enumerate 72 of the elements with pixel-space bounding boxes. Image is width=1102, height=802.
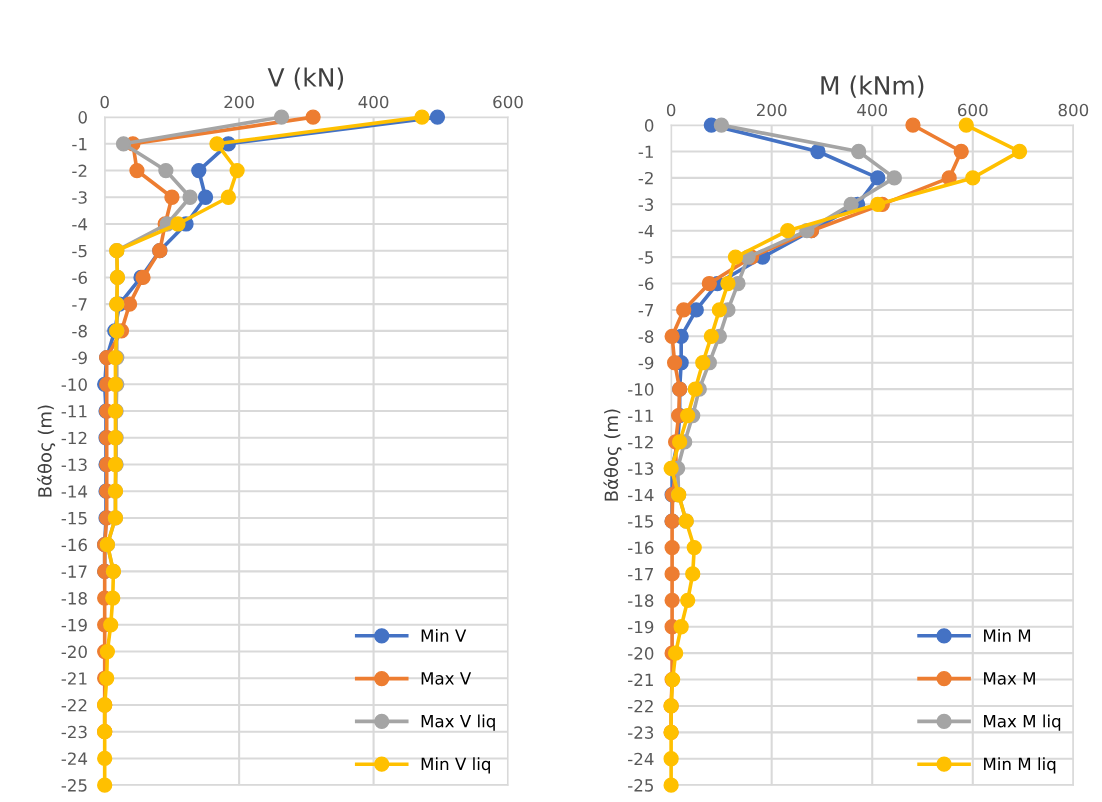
y-tick-label: -16 [628, 541, 654, 555]
y-tick-label: -18 [628, 594, 654, 607]
y-tick-label: -2 [72, 164, 87, 177]
x-tick-label: 600 [493, 95, 523, 109]
y-tick-label: -12 [628, 435, 653, 449]
chart-title: M (kNm) [821, 75, 924, 98]
legend-label: Min M liq [984, 757, 1056, 774]
y-tick-label: -10 [61, 378, 87, 391]
y-tick-label: -18 [61, 592, 87, 605]
y-tick-label: -8 [638, 330, 654, 343]
y-tick-label: -11 [61, 405, 87, 418]
y-tick-label: -9 [72, 351, 87, 365]
y-tick-label: -1 [638, 145, 653, 158]
legend-label: Max V liq [421, 714, 495, 731]
x-tick-label: 0 [666, 103, 676, 117]
y-tick-label: -23 [61, 725, 87, 739]
y-tick-label: -25 [61, 779, 87, 792]
y-tick-label: -5 [638, 251, 653, 264]
y-tick-label: -25 [628, 779, 653, 792]
y-tick-label: -16 [61, 538, 87, 552]
x-tick-label: 0 [100, 95, 109, 109]
y-tick-label: -14 [61, 485, 88, 498]
y-tick-label: -4 [638, 224, 654, 238]
y-tick-label: -15 [61, 512, 87, 525]
y-tick-label: -2 [638, 171, 653, 185]
y-tick-label: -10 [628, 383, 654, 396]
legend-label: Max M liq [984, 714, 1061, 731]
y-tick-label: -13 [628, 462, 654, 475]
y-tick-label: -13 [61, 458, 87, 472]
legend-label: Min V [421, 628, 467, 642]
y-tick-label: -4 [72, 218, 88, 231]
y-tick-label: -3 [638, 198, 654, 211]
x-tick-label: 400 [358, 95, 389, 109]
y-tick-label: -20 [61, 645, 87, 659]
y-tick-label: -21 [61, 672, 87, 685]
y-tick-label: -9 [638, 356, 654, 370]
y-tick-label: -22 [61, 698, 87, 712]
legend-label: Min M [984, 628, 1031, 642]
y-tick-label: -15 [628, 515, 653, 528]
y-tick-label: -1 [72, 138, 87, 151]
y-tick-label: -24 [61, 752, 88, 765]
y-tick-label: 0 [644, 119, 654, 132]
y-tick-label: -19 [61, 618, 87, 632]
y-tick-label: -5 [72, 244, 87, 258]
x-tick-label: 400 [857, 103, 888, 117]
y-tick-label: -12 [61, 431, 87, 445]
y-tick-label: -6 [72, 271, 87, 284]
chart-title: V (kN) [267, 67, 344, 90]
y-tick-label: -11 [628, 409, 653, 422]
x-tick-label: 200 [224, 95, 254, 109]
legend-label: Max M [984, 672, 1035, 685]
legend-label: Max V [421, 672, 472, 685]
y-axis-title: Βάθος (m) [603, 409, 622, 501]
y-tick-label: -22 [628, 699, 653, 713]
y-tick-label: -8 [72, 324, 87, 338]
x-tick-label: 800 [1058, 103, 1089, 117]
y-tick-label: -17 [61, 565, 87, 578]
y-tick-label: -20 [628, 647, 654, 660]
y-tick-label: -21 [628, 673, 653, 686]
x-tick-label: 200 [756, 103, 787, 117]
y-tick-label: -23 [628, 726, 654, 739]
y-tick-label: -7 [72, 298, 87, 311]
y-tick-label: -6 [638, 277, 654, 291]
y-tick-label: -19 [628, 620, 654, 634]
y-tick-label: -14 [628, 488, 654, 502]
y-tick-label: -24 [628, 752, 654, 766]
y-tick-label: -3 [72, 191, 87, 204]
legend-label: Min V liq [421, 757, 490, 774]
y-axis-title: Βάθος (m) [37, 405, 56, 497]
y-tick-label: -17 [628, 568, 654, 581]
x-tick-label: 600 [958, 103, 988, 117]
y-tick-label: -7 [638, 304, 654, 317]
